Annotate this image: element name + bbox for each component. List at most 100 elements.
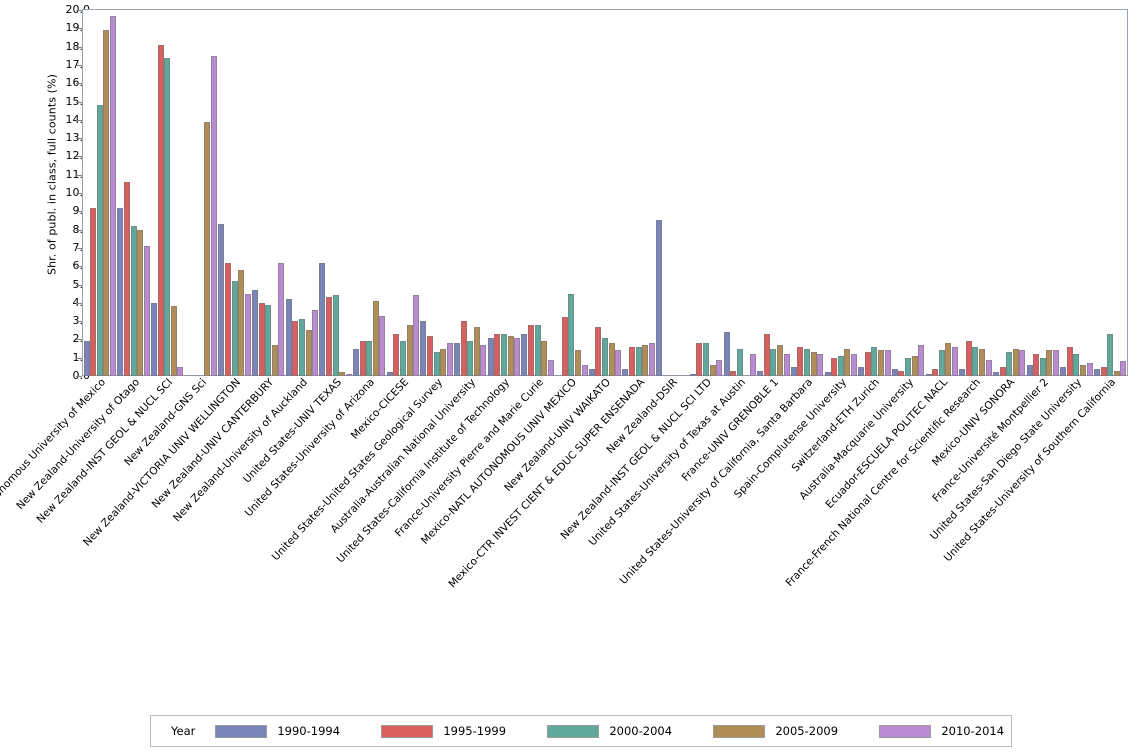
y-tick-label: 6.0	[34, 260, 91, 271]
bar	[709, 365, 716, 376]
legend-label: 2010-2014	[941, 724, 1005, 738]
bar	[319, 262, 326, 376]
bar	[292, 321, 299, 376]
bar	[770, 348, 777, 376]
bar-group	[622, 10, 655, 376]
bar	[608, 343, 615, 376]
bar	[244, 293, 251, 376]
bar	[541, 341, 548, 376]
bar	[238, 269, 245, 376]
bar	[231, 280, 238, 376]
bar	[224, 262, 231, 376]
bar-group	[1093, 10, 1127, 376]
bar	[177, 366, 184, 376]
legend-swatch	[713, 724, 766, 738]
bar	[561, 317, 568, 376]
legend-item[interactable]: 2010-2014	[879, 724, 1045, 738]
bar	[386, 372, 393, 376]
bar	[1046, 350, 1053, 376]
bar	[804, 348, 811, 376]
bar	[399, 341, 406, 376]
bar	[581, 365, 588, 376]
bar	[345, 374, 352, 376]
bar	[1086, 363, 1093, 376]
bar	[790, 366, 797, 376]
y-tick-label: 1.0	[34, 352, 91, 363]
bar	[763, 333, 770, 376]
bar	[1113, 370, 1120, 376]
bar	[1033, 354, 1040, 376]
bar	[372, 300, 379, 376]
y-tick-mark	[76, 193, 82, 194]
bar	[810, 352, 817, 376]
bar	[824, 372, 831, 376]
bar	[884, 350, 891, 376]
bar-group	[656, 10, 688, 376]
bar	[110, 15, 117, 376]
bar-group	[790, 10, 824, 376]
bar-group	[117, 10, 150, 376]
bar	[588, 368, 595, 376]
bar	[514, 337, 521, 376]
bar	[1006, 352, 1013, 376]
bar	[521, 333, 528, 376]
bar	[817, 354, 824, 376]
bar	[622, 368, 629, 376]
y-tick-mark	[76, 211, 82, 213]
bar	[837, 355, 844, 376]
bar-group	[319, 10, 352, 376]
bar	[1019, 350, 1026, 376]
bar-group	[723, 10, 756, 376]
bar	[534, 324, 541, 376]
bar	[170, 306, 177, 376]
bar	[379, 315, 386, 376]
y-tick-label: 17.0	[65, 57, 91, 71]
bar	[965, 341, 972, 376]
bar-group	[185, 10, 218, 376]
y-tick-label: 11.0	[65, 167, 91, 181]
legend-item[interactable]: 2005-2009	[713, 724, 879, 738]
bar	[891, 368, 898, 376]
bar	[945, 343, 952, 376]
bar	[850, 354, 857, 376]
bar	[353, 348, 360, 376]
legend-swatch	[215, 724, 268, 738]
bar-group	[386, 10, 420, 376]
bar	[972, 346, 979, 376]
legend-swatch	[547, 724, 600, 738]
legend-item[interactable]: 1990-1994	[215, 724, 381, 738]
legend-label: 1995-1999	[443, 724, 507, 738]
x-tick-label-text: United States-University of Texas at Aus…	[586, 376, 748, 549]
legend-title: Year	[171, 724, 196, 738]
bar	[1060, 366, 1067, 376]
legend-swatch	[381, 724, 434, 738]
bar	[420, 321, 427, 376]
y-tick-mark	[76, 247, 82, 249]
bar	[83, 341, 90, 376]
y-tick-label: 4.0	[34, 297, 91, 308]
bar-group	[757, 10, 790, 376]
y-tick-mark	[76, 284, 82, 286]
x-tick-label-text: New Zealand-VICTORIA UNIV WELLINGTON	[80, 376, 243, 549]
bar	[932, 368, 939, 376]
y-tick-label: 19.0	[65, 21, 91, 35]
bar	[130, 225, 137, 376]
bar	[749, 354, 756, 376]
bar-group	[959, 10, 992, 376]
legend-contents: Year 1990-1994 1995-1999 2000-2004 2005-200…	[151, 716, 1011, 746]
bar	[689, 374, 696, 376]
y-tick-label: 5.0	[34, 279, 91, 290]
bar	[951, 346, 958, 376]
bar	[601, 337, 608, 376]
bar	[696, 343, 703, 376]
bar	[427, 335, 433, 376]
legend-label: 2000-2004	[609, 724, 673, 738]
bar	[460, 321, 467, 376]
bar-group	[218, 10, 251, 376]
legend-item[interactable]: 2000-2004	[547, 724, 713, 738]
bar	[103, 30, 110, 376]
bar	[1012, 348, 1019, 376]
bar	[123, 182, 130, 376]
bar	[528, 324, 535, 376]
legend-item[interactable]: 1995-1999	[381, 724, 547, 738]
